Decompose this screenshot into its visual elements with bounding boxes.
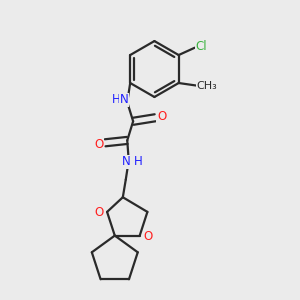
- Text: O: O: [94, 206, 104, 219]
- Text: CH₃: CH₃: [196, 81, 217, 91]
- Text: H: H: [112, 93, 120, 106]
- Text: N: N: [120, 93, 129, 106]
- Text: Cl: Cl: [196, 40, 207, 53]
- Text: O: O: [94, 138, 103, 151]
- Text: H: H: [134, 155, 143, 168]
- Text: O: O: [157, 110, 166, 123]
- Text: O: O: [143, 230, 153, 243]
- Text: N: N: [122, 155, 131, 168]
